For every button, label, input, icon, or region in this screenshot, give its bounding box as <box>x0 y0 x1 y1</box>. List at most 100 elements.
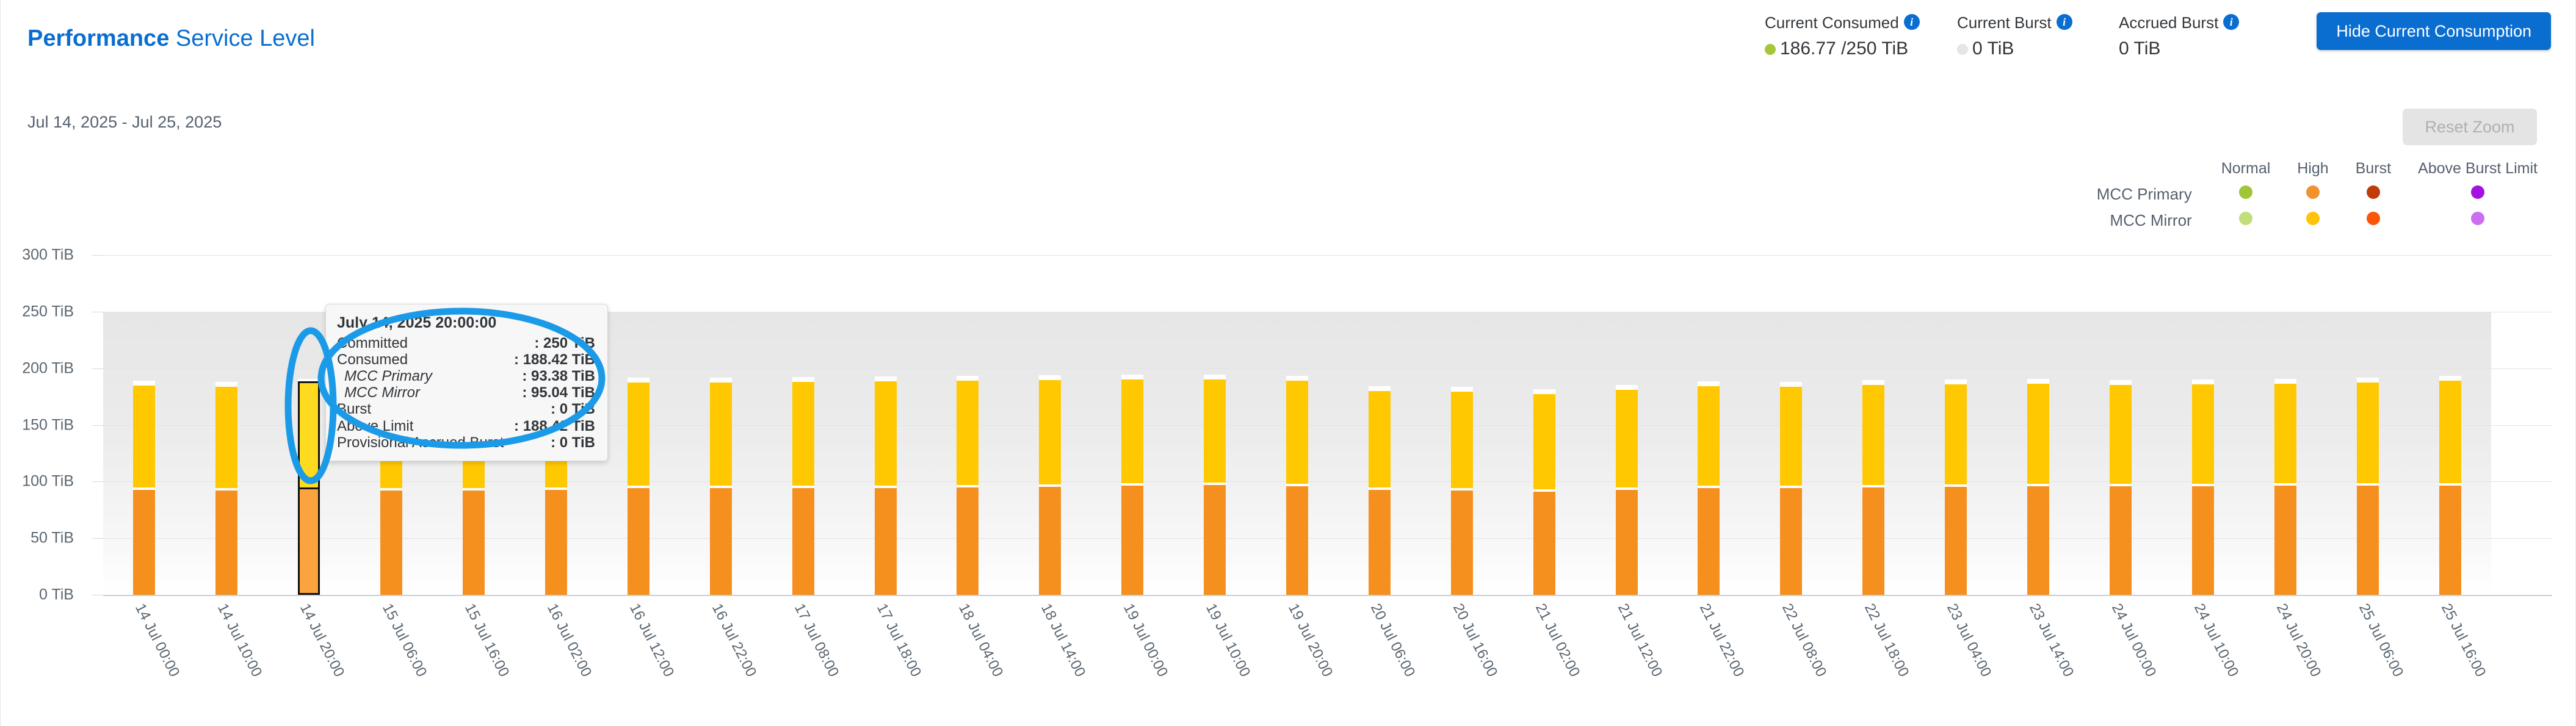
bar-segment-mcc-mirror[interactable] <box>1862 382 1885 487</box>
bar-segment-mcc-primary[interactable] <box>1780 487 1803 595</box>
bar-column[interactable] <box>1533 391 1555 595</box>
bar-segment-mcc-primary[interactable] <box>298 489 320 595</box>
bar-segment-mcc-primary[interactable] <box>2191 486 2214 595</box>
legend-body: MCC Primary MCC Mirror <box>2097 181 2551 234</box>
bar-column[interactable] <box>627 380 649 595</box>
bar-column[interactable] <box>1780 384 1803 595</box>
bar-segment-mcc-primary[interactable] <box>1533 492 1555 595</box>
bar-column[interactable] <box>2439 378 2461 595</box>
bar-segment-mcc-mirror[interactable] <box>627 380 649 489</box>
bar-segment-mcc-mirror[interactable] <box>792 379 814 488</box>
bar-segment-mcc-mirror[interactable] <box>1039 377 1062 487</box>
bar-segment-mcc-mirror[interactable] <box>709 380 732 489</box>
bar-segment-mcc-primary[interactable] <box>1368 490 1391 595</box>
bar-column[interactable] <box>1698 383 1720 595</box>
bar-column[interactable] <box>1945 381 1967 595</box>
bar-segment-mcc-mirror[interactable] <box>2109 382 2132 486</box>
bar-segment-mcc-mirror[interactable] <box>2274 381 2296 486</box>
bar-segment-mcc-primary[interactable] <box>2109 486 2132 595</box>
bar-segment-mcc-primary[interactable] <box>1039 486 1062 595</box>
bar-segment-mcc-mirror[interactable] <box>215 384 238 491</box>
bar-segment-mcc-primary[interactable] <box>545 490 567 595</box>
bar-segment-mcc-primary[interactable] <box>2027 486 2050 595</box>
info-icon[interactable]: i <box>2056 13 2072 30</box>
bar-column[interactable] <box>2356 380 2379 595</box>
stat-accrued-burst: Accrued Burst i 0 TiB <box>2119 13 2240 59</box>
bar-column[interactable] <box>298 381 320 595</box>
info-icon[interactable]: i <box>2223 13 2240 30</box>
bar-column[interactable] <box>1862 382 1885 595</box>
bar-segment-mcc-mirror[interactable] <box>1533 391 1555 492</box>
bar-segment-mcc-mirror[interactable] <box>2191 381 2214 486</box>
bar-series-container[interactable] <box>1 226 2576 628</box>
bar-column[interactable] <box>1450 389 1473 595</box>
bar-segment-mcc-mirror[interactable] <box>874 379 897 488</box>
bar-column[interactable] <box>1615 387 1638 595</box>
bar-column[interactable] <box>1368 389 1391 595</box>
reset-zoom-button[interactable]: Reset Zoom <box>2403 109 2537 145</box>
bar-segment-mcc-primary[interactable] <box>1862 487 1885 595</box>
tooltip-row-key: MCC Primary <box>344 368 432 385</box>
bar-segment-mcc-primary[interactable] <box>1450 491 1473 595</box>
bar-segment-mcc-mirror[interactable] <box>1368 389 1391 491</box>
bar-segment-mcc-mirror[interactable] <box>1615 387 1638 491</box>
bar-column[interactable] <box>709 380 732 595</box>
tooltip-row-key: Burst <box>337 401 372 418</box>
bar-column[interactable] <box>2027 381 2050 595</box>
bar-column[interactable] <box>957 378 979 595</box>
bar-segment-mcc-mirror[interactable] <box>1204 376 1226 485</box>
bar-segment-mcc-primary[interactable] <box>2274 485 2296 595</box>
bar-column[interactable] <box>792 379 814 595</box>
bar-segment-mcc-mirror[interactable] <box>2356 380 2379 486</box>
bar-segment-mcc-mirror[interactable] <box>2439 378 2461 486</box>
y-tick-mark <box>92 255 103 256</box>
bar-segment-mcc-primary[interactable] <box>627 488 649 595</box>
bar-segment-mcc-primary[interactable] <box>1286 486 1308 595</box>
bar-segment-mcc-primary[interactable] <box>133 490 156 595</box>
bar-segment-mcc-mirror[interactable] <box>1450 389 1473 491</box>
bar-column[interactable] <box>2274 381 2296 595</box>
stat-current-burst-value-row: 0 TiB <box>1957 38 2072 59</box>
legend-swatch-cell <box>2342 207 2404 234</box>
bar-segment-mcc-primary[interactable] <box>2356 485 2379 595</box>
bar-column[interactable] <box>2191 381 2214 595</box>
bar-column[interactable] <box>1121 376 1144 595</box>
bar-segment-mcc-mirror[interactable] <box>1780 384 1803 488</box>
bar-segment-mcc-primary[interactable] <box>874 487 897 595</box>
bar-segment-mcc-primary[interactable] <box>1121 485 1144 595</box>
bar-segment-mcc-primary[interactable] <box>1204 484 1226 595</box>
info-icon[interactable]: i <box>1903 13 1920 30</box>
legend-dot-icon <box>2471 212 2485 225</box>
bar-segment-mcc-primary[interactable] <box>463 491 485 595</box>
bar-segment-mcc-primary[interactable] <box>957 487 979 595</box>
page-title-light: Service Level <box>175 26 316 51</box>
hide-current-consumption-button[interactable]: Hide Current Consumption <box>2317 12 2551 50</box>
bar-segment-mcc-mirror[interactable] <box>1945 381 1967 487</box>
bar-segment-mcc-primary[interactable] <box>2439 485 2461 595</box>
bar-segment-mcc-primary[interactable] <box>1945 486 1967 595</box>
bar-column[interactable] <box>133 383 156 595</box>
bar-segment-mcc-primary[interactable] <box>1698 487 1720 595</box>
bar-segment-mcc-primary[interactable] <box>380 491 403 595</box>
bar-segment-mcc-mirror[interactable] <box>1121 376 1144 486</box>
bar-segment-mcc-mirror[interactable] <box>298 381 320 489</box>
bar-column[interactable] <box>1204 376 1226 595</box>
bar-segment-mcc-primary[interactable] <box>1615 490 1638 595</box>
legend-row: MCC Primary <box>2097 181 2551 207</box>
bar-segment-mcc-primary[interactable] <box>215 491 238 595</box>
tooltip-row-value: : 95.04 TiB <box>522 384 595 401</box>
bar-segment-mcc-mirror[interactable] <box>133 383 156 491</box>
bar-column[interactable] <box>215 384 238 595</box>
bar-column[interactable] <box>1039 377 1062 595</box>
consumption-bar-chart[interactable]: 0 TiB 50 TiB 100 TiB 150 TiB 200 TiB 250 TiB 3… <box>1 226 2576 680</box>
bar-segment-mcc-mirror[interactable] <box>957 378 979 487</box>
bar-segment-mcc-primary[interactable] <box>709 488 732 595</box>
bar-column[interactable] <box>1286 378 1308 595</box>
bar-segment-mcc-mirror[interactable] <box>1286 378 1308 486</box>
bar-column[interactable] <box>2109 382 2132 595</box>
bar-segment-mcc-primary[interactable] <box>792 487 814 595</box>
bar-segment-mcc-mirror[interactable] <box>1698 383 1720 488</box>
bar-column[interactable] <box>874 379 897 595</box>
bar-segment-mcc-mirror[interactable] <box>2027 381 2050 486</box>
legend-swatch-cell <box>2404 207 2551 234</box>
